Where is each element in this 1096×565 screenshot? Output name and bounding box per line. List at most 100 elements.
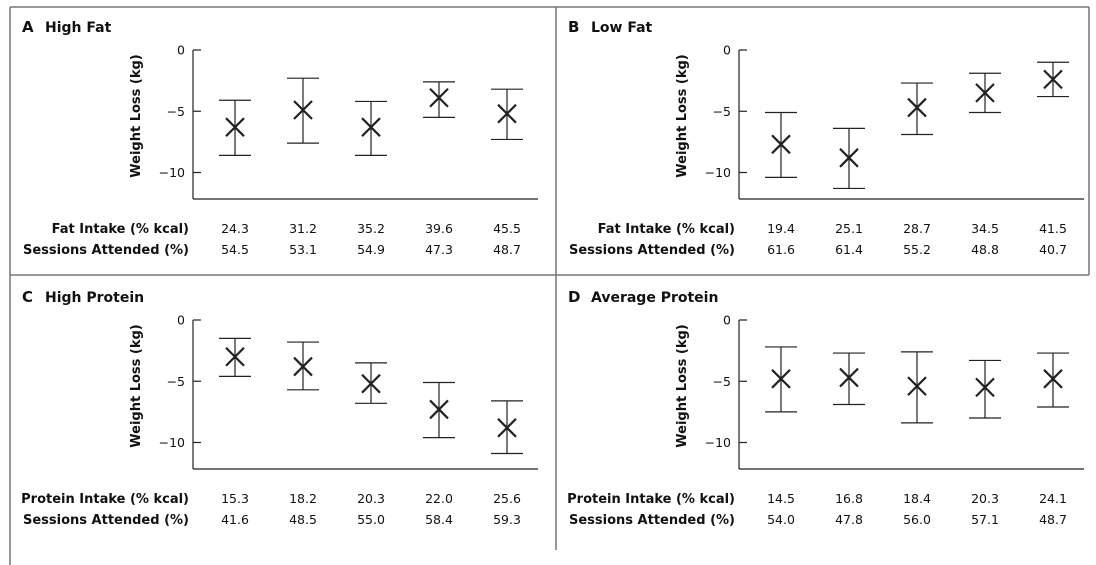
y-tick-label: −10: [705, 435, 731, 450]
row-value: 16.8: [835, 491, 863, 506]
y-axis-label: Weight Loss (kg): [675, 324, 690, 448]
data-point: [491, 400, 523, 455]
row-value: 40.7: [1039, 242, 1067, 257]
point-marker: [497, 418, 517, 438]
y-tick-label: 0: [723, 313, 731, 328]
panels: A High Fat Weight Loss (kg) 0 −5 −10 Fat Intak…: [21, 18, 1084, 528]
row-value: 20.3: [971, 491, 999, 506]
point-marker: [907, 97, 927, 118]
data-point: [1037, 61, 1069, 98]
data-point: [1037, 352, 1069, 408]
row-value: 15.3: [221, 491, 249, 506]
row-value: 61.4: [835, 242, 863, 257]
data-point: [287, 341, 319, 391]
data-point: [969, 72, 1001, 114]
point-marker: [839, 367, 859, 388]
row-value: 48.7: [1039, 512, 1067, 527]
row-value: 41.6: [221, 512, 249, 527]
point-marker: [907, 376, 927, 396]
row-value: 61.6: [767, 242, 795, 257]
point-marker: [771, 134, 791, 155]
row-label: Sessions Attended (%): [569, 243, 735, 258]
data-point: [969, 359, 1001, 419]
row-value: 48.7: [493, 242, 521, 257]
data-point: [765, 346, 797, 413]
y-tick-label: 0: [177, 43, 185, 58]
panel-letter: C: [22, 288, 33, 306]
y-tick-label: 0: [723, 43, 731, 58]
panel-b: B Low Fat Weight Loss (kg) 0 −5 −10 Fat Intake…: [568, 18, 1084, 258]
panel-d: D Average Protein Weight Loss (kg) 0 −5 −10 Pr…: [567, 288, 1084, 528]
row-value: 14.5: [767, 491, 795, 506]
point-marker: [497, 103, 517, 124]
y-tick-label: −5: [713, 104, 731, 119]
y-tick-label: −5: [167, 104, 185, 119]
point-marker: [839, 148, 859, 168]
data-point: [901, 82, 933, 136]
row-value: 53.1: [289, 242, 317, 257]
panel-title: Average Protein: [591, 290, 718, 306]
row-value: 47.3: [425, 242, 453, 257]
row-value: 48.8: [971, 242, 999, 257]
point-marker: [975, 377, 995, 398]
row-value: 57.1: [971, 512, 999, 527]
row-label: Protein Intake (% kcal): [567, 492, 735, 507]
data-point: [287, 77, 319, 144]
point-marker: [293, 100, 313, 120]
point-marker: [771, 369, 791, 389]
point-marker: [975, 83, 995, 103]
point-marker: [429, 399, 449, 420]
row-value: 19.4: [767, 221, 795, 236]
y-axis-label: Weight Loss (kg): [129, 324, 144, 448]
row-value: 35.2: [357, 221, 385, 236]
row-value: 56.0: [903, 512, 931, 527]
row-value: 22.0: [425, 491, 453, 506]
y-tick-label: −10: [159, 165, 185, 180]
panel-a: A High Fat Weight Loss (kg) 0 −5 −10 Fat Intak…: [22, 18, 538, 258]
y-axis-label: Weight Loss (kg): [129, 54, 144, 178]
row-label: Sessions Attended (%): [23, 513, 189, 528]
data-point: [765, 111, 797, 178]
point-marker: [225, 346, 245, 367]
data-point: [355, 100, 387, 156]
row-label: Sessions Attended (%): [23, 243, 189, 258]
panel-title: Low Fat: [591, 20, 653, 36]
data-point: [355, 362, 387, 404]
y-axis-label: Weight Loss (kg): [675, 54, 690, 178]
panel-title: High Protein: [45, 290, 144, 306]
row-value: 31.2: [289, 221, 317, 236]
data-point: [423, 81, 455, 118]
row-label: Sessions Attended (%): [569, 513, 735, 528]
row-value: 47.8: [835, 512, 863, 527]
row-label: Protein Intake (% kcal): [21, 492, 189, 507]
panel-title: High Fat: [45, 20, 112, 36]
data-point: [423, 381, 455, 439]
row-label: Fat Intake (% kcal): [598, 222, 735, 237]
row-value: 45.5: [493, 221, 521, 236]
data-point: [833, 352, 865, 406]
data-point: [901, 351, 933, 424]
row-value: 18.2: [289, 491, 317, 506]
row-value: 25.1: [835, 221, 863, 236]
y-tick-label: −5: [713, 374, 731, 389]
row-value: 24.1: [1039, 491, 1067, 506]
data-point: [491, 88, 523, 141]
row-value: 18.4: [903, 491, 931, 506]
panel-borders: [9, 6, 1090, 565]
row-value: 48.5: [289, 512, 317, 527]
row-value: 54.5: [221, 242, 249, 257]
y-tick-label: −10: [705, 165, 731, 180]
panel-letter: B: [568, 18, 579, 36]
row-value: 20.3: [357, 491, 385, 506]
y-tick-label: −5: [167, 374, 185, 389]
row-value: 54.0: [767, 512, 795, 527]
row-value: 58.4: [425, 512, 453, 527]
row-value: 59.3: [493, 512, 521, 527]
row-value: 41.5: [1039, 221, 1067, 236]
point-marker: [429, 87, 449, 108]
point-marker: [225, 117, 245, 137]
point-marker: [1043, 69, 1063, 90]
point-marker: [1043, 369, 1063, 389]
row-value: 55.2: [903, 242, 931, 257]
